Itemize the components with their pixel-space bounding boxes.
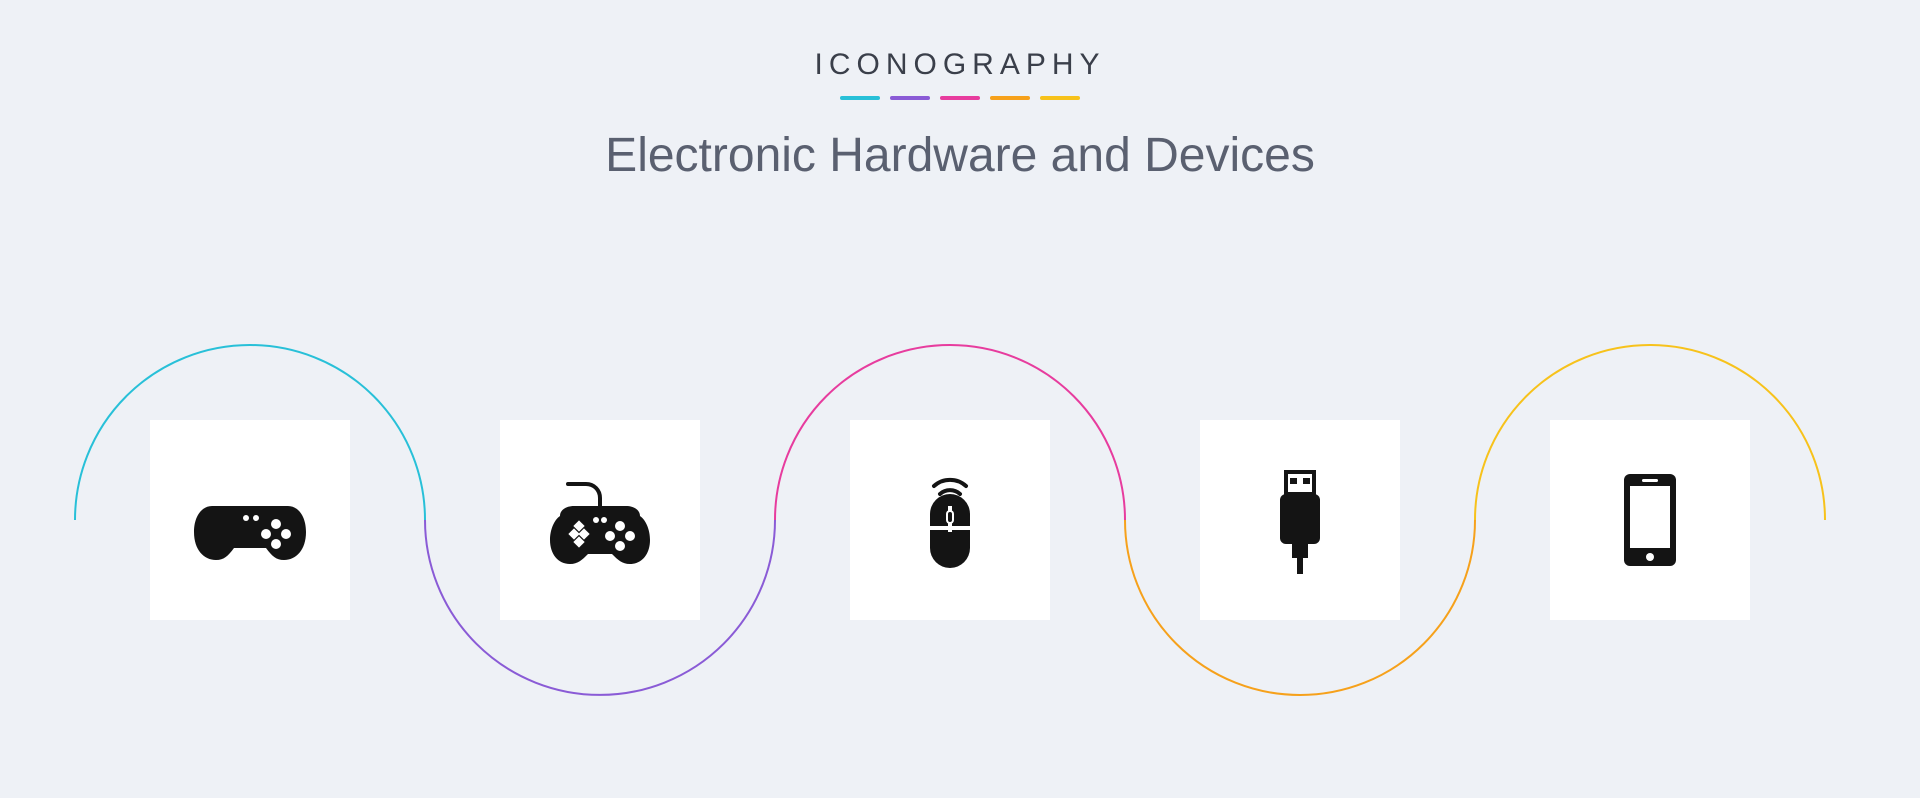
icon-tile — [150, 420, 350, 620]
brand-dash — [890, 96, 930, 100]
icon-tile — [1550, 420, 1750, 620]
smartphone-icon — [1590, 460, 1710, 580]
gamepad-wired-icon — [540, 460, 660, 580]
usb-plug-icon — [1240, 460, 1360, 580]
wireless-mouse-icon — [890, 460, 1010, 580]
brand-dash — [840, 96, 880, 100]
brand-dash — [1040, 96, 1080, 100]
page-title: Electronic Hardware and Devices — [0, 128, 1920, 183]
brand-title: ICONOGRAPHY — [0, 48, 1920, 82]
brand-dash-row — [0, 96, 1920, 100]
icon-tile — [850, 420, 1050, 620]
icon-tile — [500, 420, 700, 620]
gamepad-wireless-icon — [190, 460, 310, 580]
icon-stage — [0, 300, 1920, 760]
brand-dash — [990, 96, 1030, 100]
brand-dash — [940, 96, 980, 100]
icon-tile — [1200, 420, 1400, 620]
header: ICONOGRAPHY Electronic Hardware and Devi… — [0, 0, 1920, 183]
